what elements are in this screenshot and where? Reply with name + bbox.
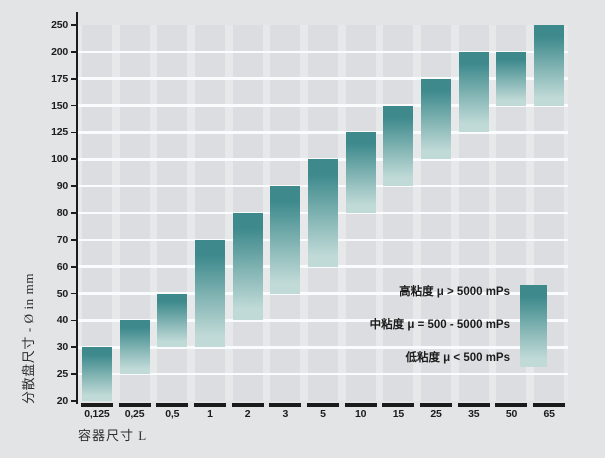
x-tick-label: 35 bbox=[468, 408, 480, 420]
gridline bbox=[78, 77, 568, 80]
baseline-tick-dash bbox=[231, 402, 264, 407]
legend-item-high-viscosity: 高粘度 μ > 5000 mPs bbox=[150, 275, 510, 308]
y-tick-label: 150 bbox=[51, 99, 68, 112]
plot-area bbox=[78, 25, 568, 407]
range-bar bbox=[232, 213, 263, 321]
baseline-tick-dash bbox=[533, 402, 566, 407]
gridline bbox=[78, 319, 568, 322]
gridline bbox=[78, 292, 568, 295]
baseline-tick-dash bbox=[344, 402, 377, 407]
x-tick-label: 1 bbox=[207, 408, 213, 420]
y-tick-label: 80 bbox=[56, 207, 68, 219]
x-axis-tick-labels: 0,125 0,25 0,5 1 2 3 5 10 15 25 35 50 65 bbox=[78, 408, 568, 422]
gridline bbox=[78, 372, 568, 376]
range-bar bbox=[270, 186, 301, 294]
legend-item-low-viscosity: 低粘度 μ < 500 mPs bbox=[150, 340, 510, 373]
legend-label-medium: 中粘度 μ = 500 - 5000 mPs bbox=[369, 319, 510, 332]
y-tick-label: 25 bbox=[56, 368, 68, 381]
y-tick-label: 90 bbox=[56, 180, 68, 193]
x-axis-title: 容器尺寸 L bbox=[78, 428, 148, 443]
baseline-tick-dash bbox=[118, 402, 151, 407]
x-tick-label: 5 bbox=[320, 408, 326, 420]
legend: 高粘度 μ > 5000 mPs 中粘度 μ = 500 - 5000 mPs … bbox=[150, 275, 510, 373]
y-axis-line bbox=[76, 12, 78, 404]
range-bar bbox=[534, 25, 565, 106]
range-bar bbox=[345, 132, 376, 213]
y-tick-mark bbox=[70, 373, 77, 375]
y-tick-mark bbox=[70, 239, 77, 241]
y-tick-mark bbox=[70, 400, 77, 402]
x-tick-label: 10 bbox=[355, 408, 367, 420]
y-tick-mark bbox=[70, 346, 77, 349]
gridline bbox=[78, 104, 568, 107]
baseline-tick-dash bbox=[156, 402, 189, 407]
range-bar bbox=[119, 320, 150, 375]
y-tick-label: 200 bbox=[51, 45, 68, 58]
y-tick-label: 70 bbox=[56, 233, 68, 246]
range-bar bbox=[308, 159, 338, 267]
x-tick-label: 3 bbox=[282, 408, 289, 420]
x-tick-label: 50 bbox=[505, 408, 518, 420]
y-tick-mark bbox=[70, 104, 77, 107]
gridline bbox=[78, 50, 568, 54]
baseline-tick-dash bbox=[495, 402, 528, 407]
x-tick-label: 0,125 bbox=[84, 408, 110, 420]
legend-label-low: 低粘度 μ < 500 mPs bbox=[405, 351, 510, 364]
y-tick-label: 100 bbox=[51, 153, 68, 166]
baseline-tick-dash bbox=[307, 402, 339, 407]
y-tick-label: 125 bbox=[51, 126, 68, 139]
y-tick-label: 40 bbox=[56, 314, 68, 327]
y-tick-mark bbox=[70, 265, 77, 268]
y-tick-mark bbox=[70, 51, 77, 53]
y-tick-mark bbox=[70, 212, 77, 214]
y-tick-label: 60 bbox=[56, 260, 68, 273]
legend-item-medium-viscosity: 中粘度 μ = 500 - 5000 mPs bbox=[150, 308, 510, 341]
y-tick-label: 50 bbox=[56, 287, 68, 300]
x-tick-label: 65 bbox=[543, 408, 555, 420]
y-tick-mark bbox=[70, 319, 77, 322]
range-bar bbox=[81, 347, 112, 401]
gridline bbox=[78, 265, 568, 268]
y-axis-tick-labels: 20 25 30 40 50 60 70 80 90 100 125 150 175 200 250 bbox=[0, 19, 68, 407]
y-tick-label: 175 bbox=[51, 72, 68, 85]
baseline-tick-dash bbox=[420, 402, 453, 407]
y-tick-mark bbox=[70, 77, 77, 80]
baseline-tick-dash bbox=[382, 402, 415, 407]
legend-gradient-swatch bbox=[520, 285, 547, 367]
x-tick-label: 25 bbox=[430, 408, 442, 420]
baseline-tick-dash bbox=[80, 402, 113, 407]
baseline-tick-dash bbox=[457, 402, 490, 407]
range-bar bbox=[421, 78, 452, 160]
range-bar bbox=[157, 293, 188, 348]
y-tick-mark bbox=[70, 24, 77, 26]
y-tick-mark bbox=[70, 158, 77, 161]
baseline-tick-dash bbox=[269, 402, 302, 407]
baseline-tick-dash bbox=[193, 402, 226, 407]
y-tick-mark bbox=[70, 185, 77, 187]
legend-label-high: 高粘度 μ > 5000 mPs bbox=[399, 286, 510, 299]
x-tick-label: 0,25 bbox=[124, 408, 145, 420]
x-tick-label: 2 bbox=[244, 408, 251, 420]
gridline bbox=[78, 131, 568, 134]
y-tick-label: 250 bbox=[51, 19, 68, 31]
x-tick-label: 0,5 bbox=[165, 408, 180, 420]
range-bar bbox=[194, 239, 225, 348]
y-tick-label: 20 bbox=[56, 395, 68, 407]
y-tick-mark bbox=[70, 131, 77, 134]
y-tick-label: 30 bbox=[56, 341, 68, 354]
gridline bbox=[78, 346, 568, 349]
range-bar bbox=[496, 51, 527, 106]
x-tick-label: 15 bbox=[392, 408, 405, 420]
y-tick-mark bbox=[70, 292, 77, 295]
range-bar bbox=[458, 51, 489, 133]
range-bar bbox=[383, 105, 414, 187]
